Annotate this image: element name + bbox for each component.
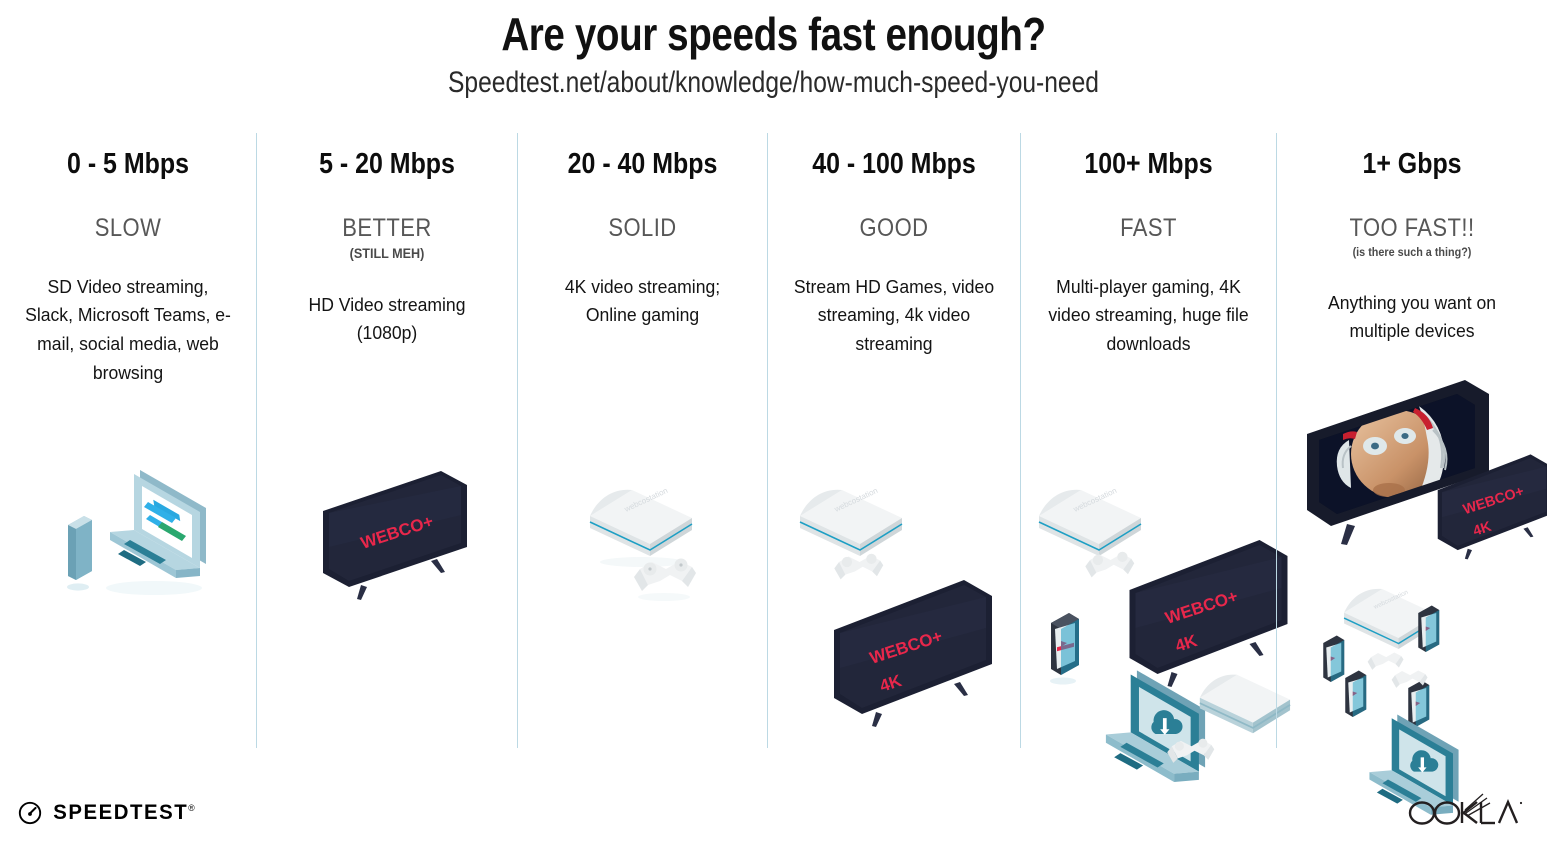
gamepad-icon [634,558,696,601]
ookla-logo[interactable] [1407,789,1525,829]
speed-range-label: 100+ Mbps [1084,148,1213,180]
tier-description: Anything you want on multiple devices [1327,291,1497,342]
phone-icon [1050,613,1079,685]
speedometer-icon [18,801,42,825]
tier-description: SD Video streaming, Slack, Microsoft Tea… [25,275,231,384]
speed-tier-column-3: 20 - 40 Mbps SOLID 4K video streaming; O… [517,133,767,748]
rating-sublabel: (is there such a thing?) [1352,244,1472,259]
speed-tier-column-2: 5 - 20 Mbps BETTER (STILL MEH) HD Video … [256,133,517,748]
speed-tier-column-5: 100+ Mbps FAST Multi-player gaming, 4K v… [1020,133,1291,782]
rating-group: TOO FAST!! (is there such a thing?) [1277,214,1547,259]
header: Are your speeds fast enough? Speedtest.n… [0,0,1547,101]
game-console-icon: webcostation [1038,486,1142,556]
rating-group: GOOD [768,214,1020,243]
speed-range-label: 1+ Gbps [1362,148,1462,180]
tv-4k-icon: WEBCO+ 4K [1437,454,1547,560]
rating-group: SLOW [0,214,256,243]
tv-brand-text: WEBCO+ [867,627,944,668]
phone-icon-1 [1323,635,1345,682]
footer: SPEEDTEST® [0,773,1547,843]
tv-brand-text: WEBCO+ [358,512,435,553]
gamepad-icon-2 [1391,670,1428,688]
gamepad-icon-1 [1367,652,1404,670]
rating-label: SOLID [608,214,677,242]
speed-range-label: 40 - 100 Mbps [812,148,976,180]
speed-tier-column-1: 0 - 5 Mbps SLOW SD Video streaming, Slac… [0,133,256,748]
tier-description: HD Video streaming (1080p) [308,293,466,344]
rating-group: SOLID [518,214,767,243]
tv-brand-text: WEBCO+ [1461,484,1526,519]
speed-tier-column-4: 40 - 100 Mbps GOOD Stream HD Games, vide… [767,133,1020,748]
rating-group: BETTER (STILL MEH) [257,214,517,261]
speed-tier-column-6: 1+ Gbps TOO FAST!! (is there such a thin… [1276,133,1547,815]
page-subtitle-url: Speedtest.net/about/knowledge/how-much-s… [448,65,1099,99]
speedtest-name: SPEEDTEST [53,801,189,824]
console-brand-text: webcostation [1071,486,1118,514]
speedtest-trademark: ® [188,803,195,813]
rating-label: BETTER [342,214,432,242]
tv-icon: WEBCO+ [323,471,467,600]
tv-quality-text: 4K [877,671,904,696]
phone-icon [67,516,92,591]
tv-movie-icon [1307,380,1489,545]
speedtest-logo[interactable]: SPEEDTEST® [18,801,197,825]
gamepad-icon [1085,551,1135,578]
speed-tier-columns: 0 - 5 Mbps SLOW SD Video streaming, Slac… [0,133,1547,815]
gamepad-icon [834,553,884,580]
tv-quality-text: 4K [1173,631,1200,656]
speed-range-label: 20 - 40 Mbps [567,148,718,180]
tier-description: Multi-player gaming, 4K video streaming,… [1048,275,1249,355]
ookla-wordmark-icon [1408,793,1523,825]
phone-icon-4 [1408,680,1430,727]
game-console-icon: webcostation [589,486,693,567]
tier-description: 4K video streaming; Online gaming [564,275,721,326]
rating-group: FAST [1021,214,1276,243]
rating-label: SLOW [94,214,162,242]
console-brand-text: webcostation [832,486,879,514]
speed-range-label: 5 - 20 Mbps [319,148,455,180]
phone-icon-3 [1345,670,1367,717]
speed-range-label: 0 - 5 Mbps [67,148,189,180]
game-console-icon: webcostation [799,486,903,556]
rating-sublabel: (STILL MEH) [349,244,425,261]
phone-icon-2 [1418,605,1440,652]
game-console-icon: webcostation [1343,589,1438,649]
tv-4k-icon: WEBCO+ 4K [834,580,992,727]
rating-label: TOO FAST!! [1349,214,1475,242]
speedtest-wordmark: SPEEDTEST® [53,801,195,825]
rating-label: FAST [1120,214,1177,242]
tv-4k-icon: WEBCO+ 4K [1129,540,1288,687]
gamepad-icon-2 [1167,738,1215,763]
console-brand-text: webcostation [1372,589,1410,612]
console-brand-text: webcostation [622,486,669,514]
tier-description: Stream HD Games, video streaming, 4k vid… [793,275,995,355]
laptop-icon [106,470,206,595]
page-title: Are your speeds fast enough? [501,8,1046,60]
rating-label: GOOD [859,214,929,242]
tv-quality-text: 4K [1471,519,1494,540]
tv-brand-text: WEBCO+ [1163,587,1240,628]
